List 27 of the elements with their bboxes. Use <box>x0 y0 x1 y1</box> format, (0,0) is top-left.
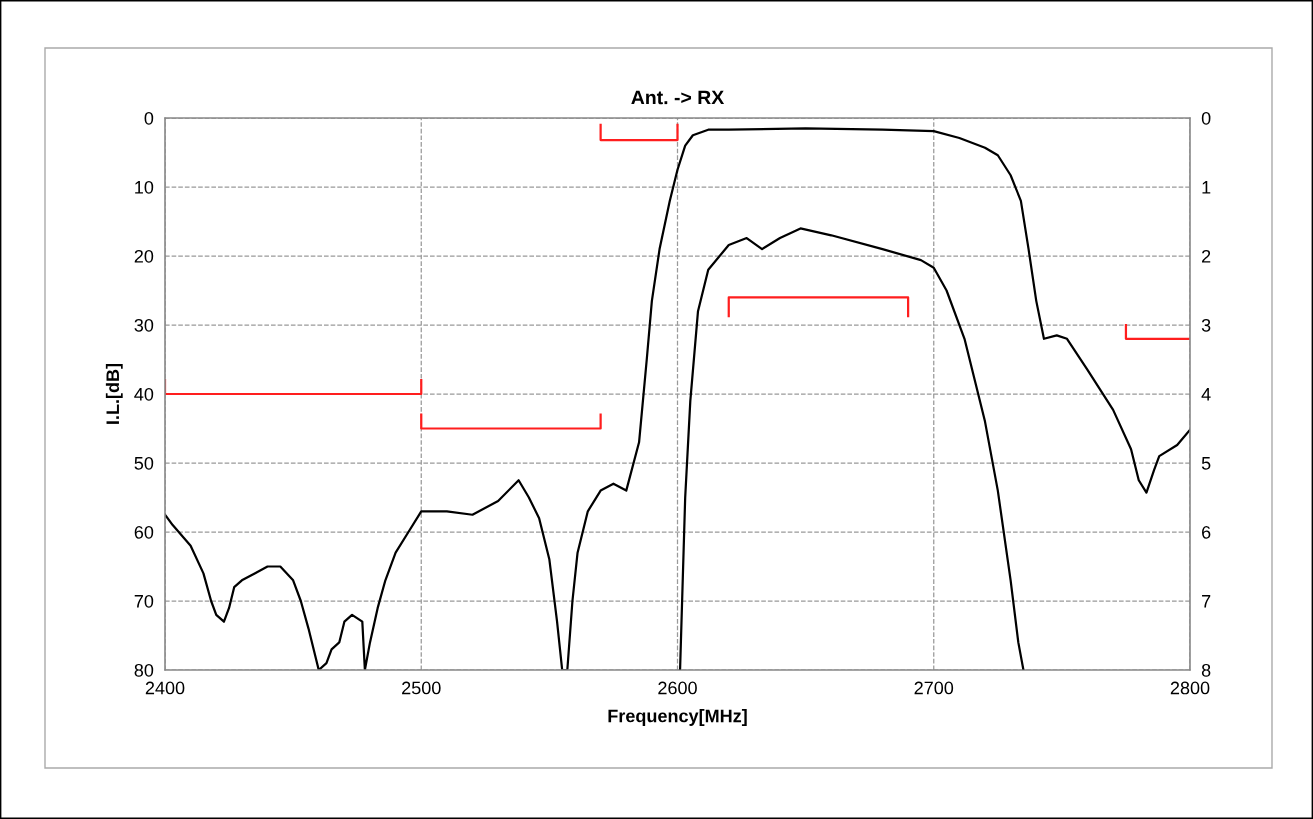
y2-tick-label: 2 <box>1202 249 1211 263</box>
y-axis-title: I.L.[dB] <box>105 363 123 424</box>
x-tick-label: 2500 <box>402 681 441 695</box>
y2-tick-label: 4 <box>1201 388 1211 401</box>
chart-title: Ant. -> RX <box>631 90 725 105</box>
y-tick-label: 70 <box>134 594 154 608</box>
y2-tick-label: 5 <box>1201 457 1211 470</box>
y-tick-label: 20 <box>134 249 154 263</box>
y-tick-label: 10 <box>135 180 154 194</box>
y2-tick-label: 8 <box>1201 663 1211 677</box>
y2-tick-label: 0 <box>1201 111 1211 125</box>
y2-tick-label: 1 <box>1202 181 1211 194</box>
x-tick-label: 2800 <box>1170 681 1210 695</box>
y-tick-label: 80 <box>134 663 154 677</box>
y2-tick-label: 7 <box>1202 595 1211 608</box>
y-tick-label: 60 <box>134 525 154 539</box>
line-series <box>678 227 1025 670</box>
y2-tick-label: 6 <box>1202 525 1211 539</box>
y-tick-label: 40 <box>134 387 154 401</box>
y2-tick-label: 3 <box>1201 318 1211 332</box>
x-axis-title: Frequency[MHz] <box>608 709 747 726</box>
x-tick-label: 2600 <box>658 681 697 695</box>
y-tick-label: 50 <box>134 456 154 470</box>
x-tick-label: 2400 <box>145 681 185 695</box>
y-tick-label: 30 <box>134 318 154 332</box>
y-tick-label: 0 <box>144 111 154 125</box>
x-tick-label: 2700 <box>914 681 954 695</box>
